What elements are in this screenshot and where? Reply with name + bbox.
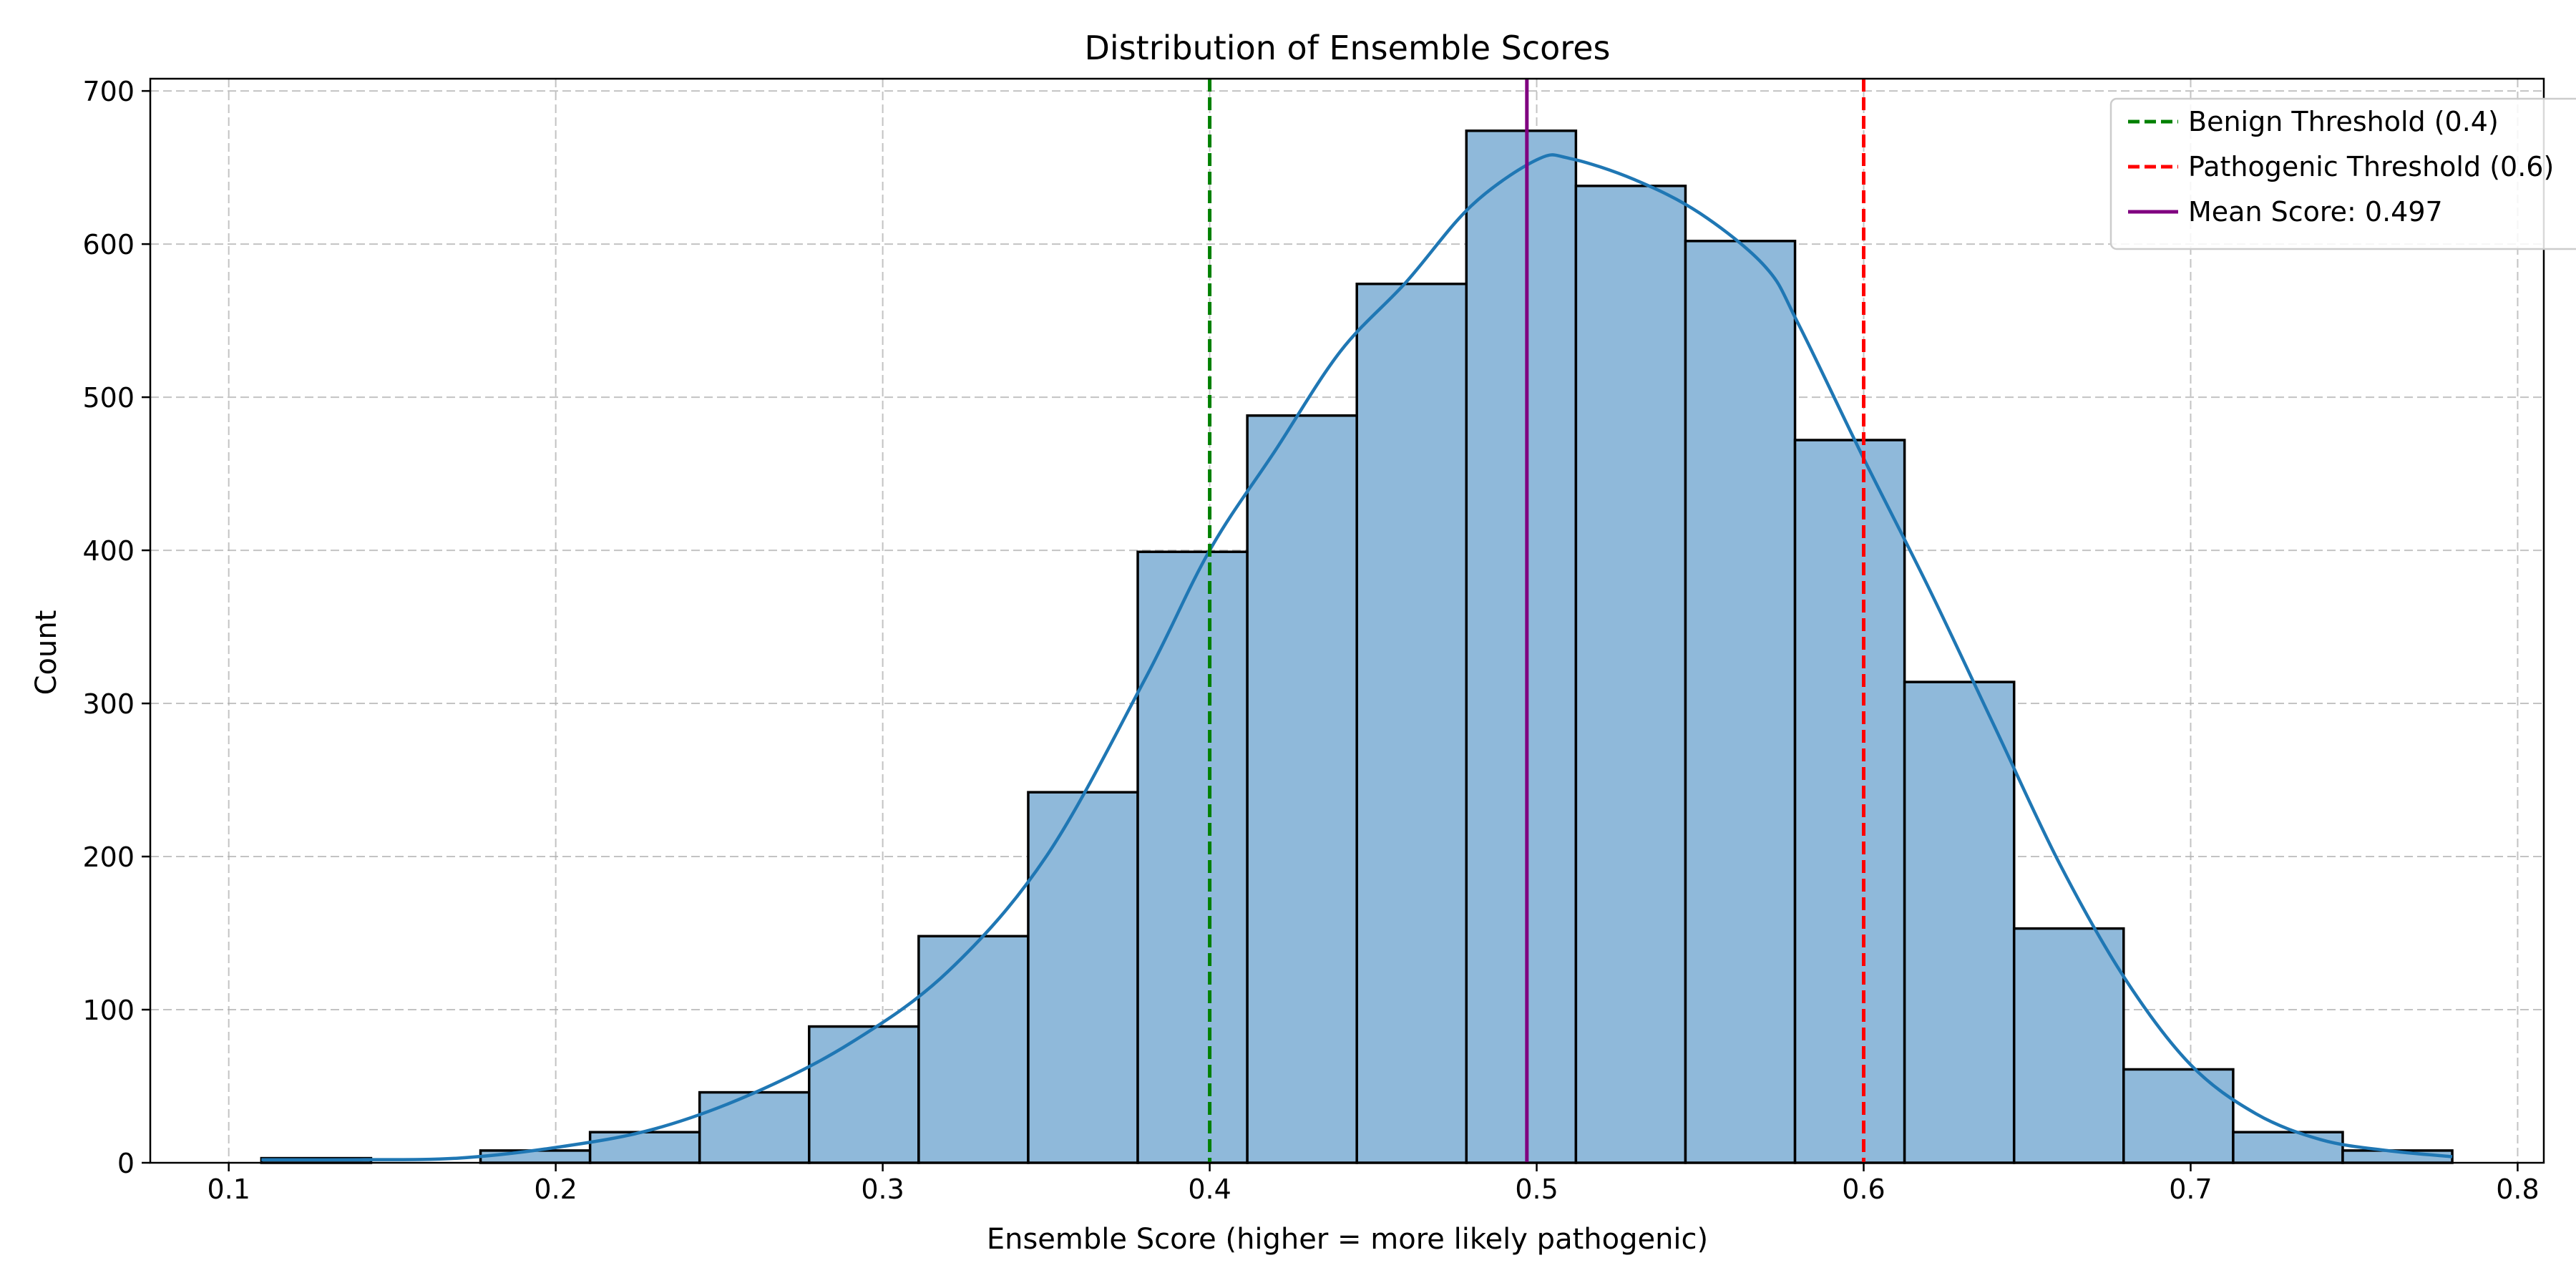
y-tick-label: 600	[82, 229, 135, 260]
x-tick-label: 0.2	[534, 1174, 577, 1205]
histogram-bar	[2122, 1068, 2235, 1164]
legend-label: Pathogenic Threshold (0.6)	[2188, 151, 2554, 182]
x-tick-label: 0.8	[2496, 1174, 2539, 1205]
histogram-bar	[808, 1025, 920, 1164]
y-axis-ticks: 0 100 200 300 400 500 600 700	[82, 76, 150, 1179]
histogram-bar	[1684, 240, 1797, 1164]
histogram-bar	[1793, 439, 1906, 1164]
threshold-lines	[1208, 79, 1866, 1163]
y-axis-label: Count	[30, 610, 63, 696]
plot-frame	[149, 77, 2545, 1164]
x-axis-label: Ensemble Score (higher = more likely pat…	[987, 1223, 1708, 1256]
histogram-bar	[2012, 927, 2125, 1164]
x-tick-label: 0.6	[1842, 1174, 1885, 1205]
legend-frame	[2109, 97, 2576, 250]
histogram-bar	[1355, 282, 1468, 1164]
x-tick-label: 0.1	[207, 1174, 250, 1205]
histogram-bar	[2232, 1131, 2344, 1164]
histogram-bar	[479, 1149, 592, 1164]
x-tick-label: 0.7	[2169, 1174, 2212, 1205]
y-tick-label: 200	[82, 841, 135, 873]
y-tick-label: 100	[82, 995, 135, 1026]
histogram-bar	[1903, 680, 2016, 1164]
x-tick-label: 0.4	[1188, 1174, 1231, 1205]
kde-curve	[261, 153, 2453, 1162]
histogram-bar	[1027, 791, 1139, 1164]
kde-curve-layer	[261, 153, 2453, 1162]
legend: Benign Threshold (0.4) Pathogenic Thresho…	[2109, 97, 2576, 250]
x-axis-ticks: 0.1 0.2 0.3 0.4 0.5 0.6 0.7 0.8	[207, 1163, 2540, 1205]
histogram-bar	[1465, 130, 1578, 1164]
legend-label: Mean Score: 0.497	[2188, 196, 2443, 228]
y-tick-label: 500	[82, 382, 135, 414]
histogram-bar	[698, 1091, 811, 1164]
histogram-bar	[588, 1131, 701, 1164]
histogram-bar	[1246, 414, 1358, 1164]
chart-title: Distribution of Ensemble Scores	[1085, 29, 1611, 67]
histogram-bars	[260, 130, 2454, 1164]
legend-label: Benign Threshold (0.4)	[2188, 106, 2499, 137]
histogram-bar	[1574, 185, 1687, 1164]
x-tick-label: 0.3	[861, 1174, 904, 1205]
x-tick-label: 0.5	[1515, 1174, 1558, 1205]
y-tick-label: 400	[82, 535, 135, 567]
histogram-bar	[1136, 550, 1249, 1164]
y-tick-label: 300	[82, 688, 135, 720]
y-tick-label: 700	[82, 76, 135, 107]
histogram-bar	[917, 935, 1030, 1164]
y-tick-label: 0	[117, 1148, 135, 1179]
